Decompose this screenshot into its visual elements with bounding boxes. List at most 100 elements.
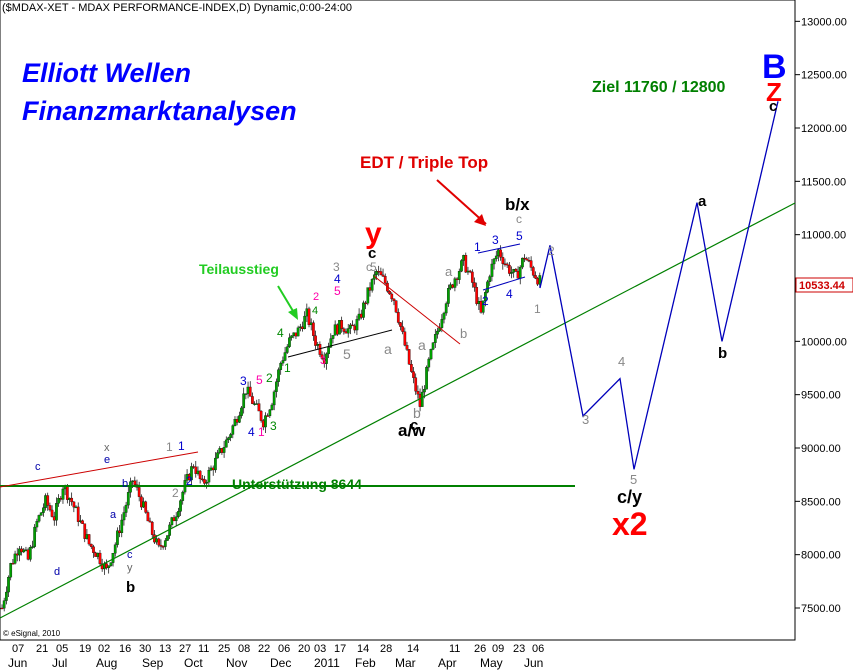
candle-body — [55, 503, 58, 521]
candle-body — [501, 257, 505, 264]
candle-body — [48, 505, 52, 511]
wave-label: c — [368, 245, 376, 262]
big-c-label: c — [769, 98, 777, 115]
candle-body — [264, 415, 267, 428]
wave-label: 5 — [343, 346, 351, 362]
teil-arrow-head — [288, 308, 298, 320]
wave-label: c — [35, 461, 41, 473]
candle-body — [242, 393, 246, 409]
candle-body — [150, 521, 154, 535]
wave-label: c — [516, 212, 522, 226]
chart-header: ($MDAX-XET - MDAX PERFORMANCE-INDEX,D) D… — [2, 2, 352, 14]
candle-body — [124, 504, 128, 513]
wave-label: c — [127, 549, 133, 561]
wave-label: a — [698, 193, 707, 210]
candle-body — [303, 315, 307, 330]
x-axis: 07 21 05 19 02 16 30 13 27 11 25 08 22 06 20 03 17 14 28 14… — [8, 643, 544, 670]
candle-body — [50, 509, 54, 517]
candle-body — [329, 338, 333, 348]
candle-body — [416, 391, 420, 395]
x-month-label: Jun — [524, 656, 543, 670]
candle-body — [259, 410, 263, 421]
x-day-label: 30 — [139, 643, 151, 655]
x-day-label: 09 — [492, 643, 504, 655]
title-line-2: Finanzmarktanalysen — [22, 96, 297, 126]
wave-label: a — [445, 264, 453, 279]
wave-label: 4 — [312, 305, 318, 317]
candle-body — [272, 391, 276, 406]
x-day-label: 11 — [198, 643, 209, 655]
x-day-label: 14 — [357, 643, 369, 655]
title-line-1: Elliott Wellen — [22, 58, 191, 88]
x-month-label: Dec — [270, 656, 291, 670]
candle-body — [148, 520, 152, 523]
candle-body — [510, 272, 513, 274]
candle-body — [37, 515, 41, 522]
wave-label: 4 — [248, 425, 255, 439]
candle-body — [420, 391, 424, 407]
x-day-label: 22 — [258, 643, 270, 655]
candle-body — [494, 255, 498, 260]
candle-body — [349, 324, 352, 329]
candle-body — [470, 271, 474, 283]
candle-body — [144, 501, 148, 513]
candle-body — [507, 264, 511, 274]
candle-body — [76, 506, 80, 522]
candle-body — [427, 358, 431, 368]
long-trend-line — [0, 202, 796, 619]
candle-body — [9, 563, 13, 578]
candle-body — [190, 466, 193, 481]
y-tick-label: 8000.00 — [801, 550, 841, 562]
x-day-label: 03 — [314, 643, 326, 655]
candle-body — [283, 352, 287, 361]
candle-body — [351, 324, 354, 327]
wave-label: 5 — [630, 472, 637, 487]
candle-body — [61, 488, 65, 500]
candle-body — [379, 271, 383, 276]
big-b-label: B — [762, 48, 787, 86]
candle-body — [83, 523, 87, 539]
candle-body — [314, 335, 317, 346]
wave-label: c — [366, 260, 372, 274]
candle-body — [425, 366, 428, 390]
target-label: Ziel 11760 / 12800 — [592, 79, 726, 96]
x-month-label: Aug — [96, 656, 117, 670]
candle-body — [179, 500, 182, 512]
candle-body — [499, 249, 502, 258]
candle-body — [327, 347, 330, 355]
candle-body — [531, 267, 535, 276]
candle-body — [412, 371, 415, 378]
candle-body — [231, 425, 235, 435]
candle-body — [113, 544, 117, 554]
candle-body — [89, 543, 93, 547]
candle-body — [460, 260, 463, 272]
y-tick-label: 11000.00 — [801, 230, 846, 242]
candle-body — [473, 282, 476, 288]
candle-body — [505, 263, 509, 266]
wave-label: 3 — [492, 233, 499, 247]
candle-body — [534, 275, 537, 279]
candle-body — [355, 319, 359, 331]
candle-body — [13, 553, 17, 564]
candle-body — [423, 389, 426, 393]
x-day-label: 26 — [474, 643, 486, 655]
candle-body — [5, 591, 8, 601]
wave-label: 2 — [186, 474, 193, 488]
candle-body — [277, 369, 280, 382]
wave-label: d — [54, 566, 60, 578]
wedge-lower-line — [482, 276, 526, 291]
copyright: © eSignal, 2010 — [3, 629, 61, 638]
wave-label: b — [126, 579, 135, 596]
upper-channel-line — [0, 451, 199, 488]
candle-body — [87, 534, 91, 545]
candle-body — [442, 312, 446, 320]
y-tick-label: 13000.00 — [801, 16, 847, 28]
candle-body — [342, 328, 346, 332]
last-price: 10533.44 — [799, 280, 846, 292]
candle-body — [490, 263, 494, 277]
cy-label: c/y — [617, 487, 642, 507]
candle-body — [307, 308, 311, 325]
candle-body — [488, 276, 492, 282]
candle-body — [436, 330, 439, 335]
